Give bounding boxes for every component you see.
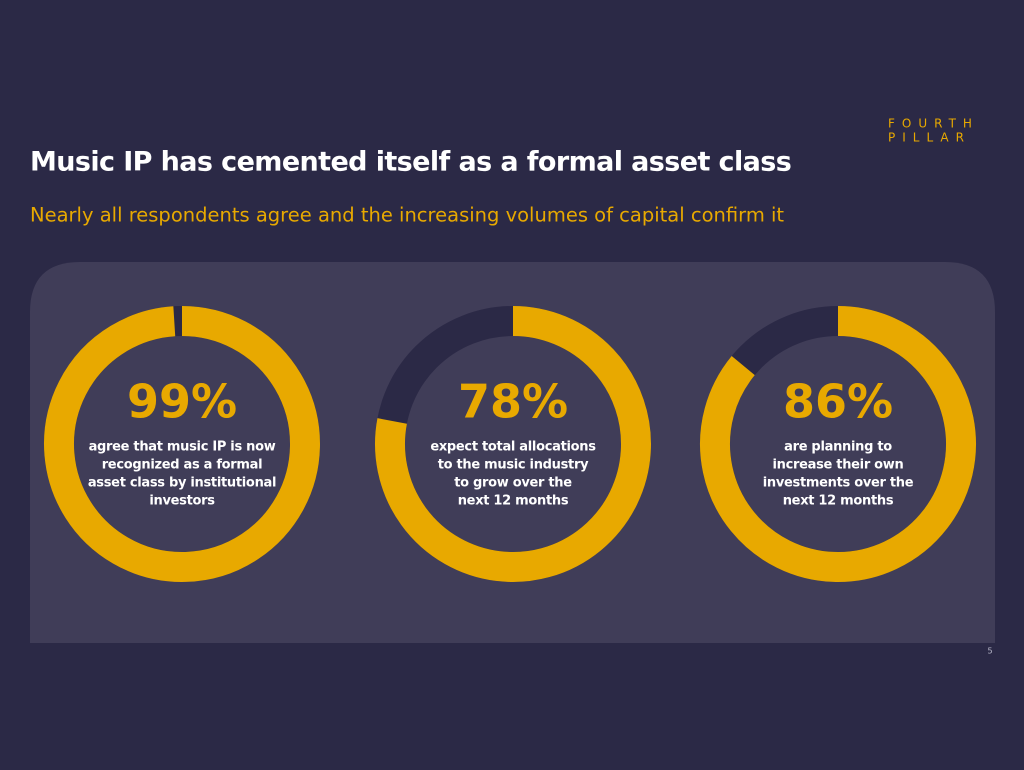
caption-line: next 12 months: [458, 494, 569, 509]
donut-arc: [44, 306, 320, 582]
page-number: 5: [987, 647, 992, 656]
caption-line: recognized as a formal: [102, 458, 263, 473]
caption-line: to the music industry: [438, 458, 589, 473]
caption-line: are planning to: [784, 440, 892, 455]
logo-line: FOURTH: [888, 117, 979, 131]
caption-line: investments over the: [763, 476, 914, 491]
caption-line: investors: [149, 494, 215, 509]
value-label: 99%: [127, 375, 237, 429]
caption-line: increase their own: [773, 458, 904, 473]
slide-subtitle: Nearly all respondents agree and the inc…: [30, 204, 784, 227]
donut-arc: [375, 306, 651, 582]
caption-line: asset class by institutional: [88, 476, 276, 491]
logo-line: PILLAR: [888, 131, 971, 145]
value-label: 78%: [458, 375, 568, 429]
slide-title: Music IP has cemented itself as a formal…: [30, 147, 791, 178]
charts: 99% agree that music IP is now recognized …: [44, 306, 976, 582]
caption-line: to grow over the: [454, 476, 572, 491]
value-label: 86%: [783, 375, 893, 429]
caption-line: expect total allocations: [430, 440, 596, 455]
caption-line: agree that music IP is now: [89, 440, 276, 455]
donut-arc: [700, 306, 976, 582]
caption-line: next 12 months: [783, 494, 894, 509]
